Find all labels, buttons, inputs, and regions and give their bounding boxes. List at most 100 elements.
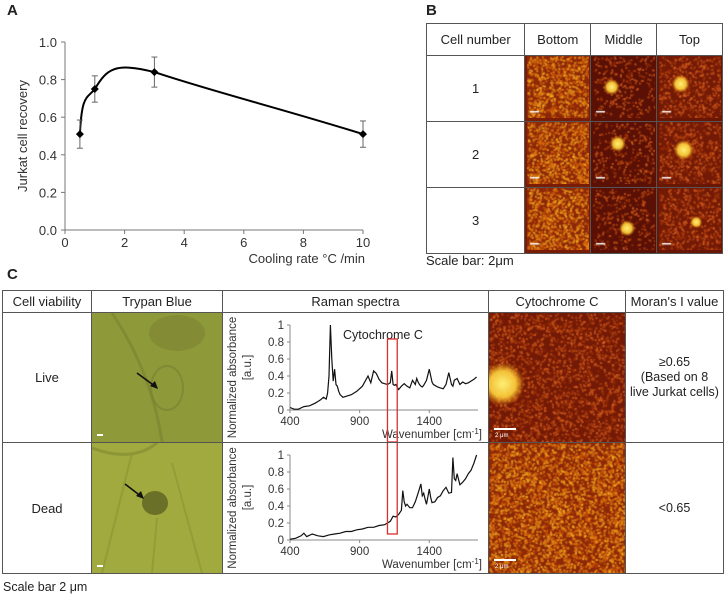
row-label-2: 2 [425,121,526,188]
heatmap-image [489,443,625,573]
y-tick-label: 0.6 [39,110,57,125]
y-tick-label: 0.2 [268,388,284,400]
heatmap-image [489,313,625,442]
viability-dead: Dead [2,442,92,574]
y-tick-label: 0.4 [268,501,285,513]
heatmap-cell-1-middle [590,55,658,122]
x-tick-label: 0 [61,235,68,250]
raman-live-cell: 0 0.2 0.4 0.6 0.8 1 400 900 1400 Wavenumber [cm-1… [222,312,489,443]
heatmap-cell-1-bottom [524,55,592,122]
data-point [75,130,84,139]
scale-bar-label-dead: 2 μm [495,564,509,570]
cell-depth-table: Cell number Bottom Middle Top 1 2 3 [425,23,723,254]
heatmap-image [592,56,655,118]
header-trypan-blue: Trypan Blue [91,290,223,313]
x-tick-label: 10 [356,235,370,250]
x-tick-label: 6 [240,235,247,250]
moran-live-value: ≥0.65 [658,355,691,369]
heatmap-image [658,122,721,184]
header-bottom: Bottom [524,23,592,56]
x-tick-label: 4 [181,235,188,250]
header-morans-i: Moran's I value [625,290,724,313]
x-tick-label: 400 [280,416,299,428]
heatmap-image [658,188,721,250]
heatmap-cell-2-top [656,121,723,188]
row-label-3: 3 [425,187,526,254]
trypan-live-svg [92,313,222,442]
x-tick-label: 900 [350,546,369,558]
heatmap-cell-3-middle [590,187,658,254]
heatmap-cell-3-top [656,187,723,254]
scale-bar-dead [494,559,516,561]
y-tick-label: 0.2 [268,518,284,530]
heatmap-image [526,188,589,250]
y-tick-label: 1.0 [39,35,57,50]
viability-live: Live [2,312,92,443]
y-axis-label: Jurkat cell recovery [15,80,30,192]
y-tick-label: 0 [278,535,284,547]
header-top: Top [656,23,723,56]
y-axis-unit: [a.u.] [242,355,254,381]
y-axis-unit: [a.u.] [242,485,254,511]
cytochrome-dead-image: 2 μm [488,442,626,574]
viability-table: Cell viability Trypan Blue Raman spectra… [2,290,724,574]
heatmap-image [592,122,655,184]
trypan-dead-svg [92,443,222,573]
x-axis-label: Wavenumber [cm-1] [382,427,482,441]
y-tick-label: 0.6 [268,484,284,496]
raman-dead-cell: 0 0.2 0.4 0.6 0.8 1 400 900 1400 Wavenumber [cm-1… [222,442,489,574]
highlight-box [386,443,398,535]
header-cytochrome-c: Cytochrome C [488,290,626,313]
spectrum-line [289,454,478,540]
spectrum-line [289,324,477,410]
heatmap-image [526,56,589,118]
y-axis-label: Normalized absorbance [227,317,239,438]
panel-label-a: A [7,2,18,19]
scale-bar-live [494,428,516,430]
moran-live: ≥0.65 (Based on 8 live Jurkat cells) [625,312,724,443]
cytochrome-live-image: 2 μm [488,312,626,443]
y-tick-label: 0.8 [268,337,284,349]
y-tick-label: 0.4 [39,148,57,163]
y-tick-label: 0 [278,405,284,417]
y-tick-label: 0.8 [268,467,284,479]
y-tick-label: 0.0 [39,223,57,238]
y-tick-label: 0.2 [39,185,57,200]
x-tick-label: 8 [300,235,307,250]
y-tick-label: 0.8 [39,73,57,88]
series-line [78,66,364,136]
header-middle: Middle [590,23,658,56]
heatmap-cell-3-bottom [524,187,592,254]
header-cell-number: Cell number [425,23,526,56]
header-cell-viability: Cell viability [2,290,92,313]
panel-label-b: B [426,2,437,19]
moran-live-note-2: live Jurkat cells) [630,385,719,399]
x-tick-label: 2 [121,235,128,250]
y-tick-label: 0.6 [268,354,284,366]
x-tick-label: 1400 [416,416,442,428]
highlight-box [386,338,398,442]
panel-b-caption: Scale bar: 2μm [426,253,514,268]
heatmap-image [658,56,721,118]
y-tick-label: 1 [278,320,284,332]
x-axis-label: Cooling rate °C /min [249,251,365,266]
annotation-label: Cytochrome C [343,328,423,342]
x-tick-label: 900 [350,416,369,428]
heatmap-cell-1-top [656,55,723,122]
x-axis-label: Wavenumber [cm-1] [382,557,482,571]
moran-dead-value: <0.65 [625,442,724,574]
y-axis-label: Normalized absorbance [227,447,239,568]
row-label-1: 1 [425,55,526,122]
heatmap-cell-2-middle [590,121,658,188]
scale-bar-label-live: 2 μm [495,433,509,439]
trypan-image-dead [91,442,223,574]
y-tick-label: 0.4 [268,371,285,383]
heatmap-image [592,188,655,250]
y-tick-label: 1 [278,450,284,462]
x-tick-label: 1400 [416,546,442,558]
data-point [359,130,367,139]
moran-live-note-1: (Based on 8 [640,370,709,384]
